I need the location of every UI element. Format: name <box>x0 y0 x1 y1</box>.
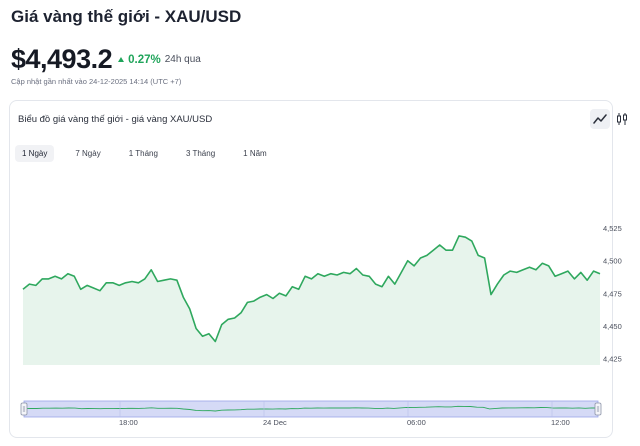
change-period: 24h qua <box>164 54 201 65</box>
navigator-left-handle[interactable] <box>20 402 28 416</box>
arrow-up-icon <box>118 57 125 62</box>
price-area <box>23 235 600 365</box>
navigator-selection[interactable] <box>23 400 599 418</box>
tab-3-months[interactable]: 3 Tháng <box>185 149 216 158</box>
chart-title: Biểu đồ giá vàng thế giới - giá vàng XAU… <box>18 114 213 125</box>
range-navigator[interactable]: 18:00 24 Dec 06:00 12:00 <box>20 400 602 427</box>
navigator-right-handle[interactable] <box>594 402 602 416</box>
navigator-x-tick-label: 12:00 <box>551 418 570 427</box>
candlestick-icon <box>617 113 627 125</box>
candlestick-chart-button[interactable] <box>612 109 632 129</box>
page-title: Giá vàng thế giới - XAU/USD <box>11 7 242 26</box>
y-tick-label: 4,475 <box>603 289 622 298</box>
navigator-x-tick-label: 24 Dec <box>263 418 287 427</box>
y-tick-label: 4,525 <box>603 224 622 233</box>
y-axis: 4,525 4,500 4,475 4,450 4,425 <box>603 224 622 364</box>
main-plot-area[interactable] <box>22 235 601 365</box>
line-chart-icon <box>593 114 607 124</box>
current-price: $4,493.2 <box>11 44 113 74</box>
navigator-x-tick-label: 18:00 <box>119 418 138 427</box>
last-updated: Cập nhật gần nhất vào 24-12-2025 14:14 (… <box>11 77 182 86</box>
tab-1-day[interactable]: 1 Ngày <box>15 145 55 162</box>
y-tick-label: 4,425 <box>603 355 622 364</box>
y-tick-label: 4,450 <box>603 322 622 331</box>
line-chart-button[interactable] <box>590 109 610 129</box>
tab-1-year[interactable]: 1 Năm <box>243 149 267 158</box>
y-tick-label: 4,500 <box>603 257 622 266</box>
change-percent: 0.27% <box>128 53 161 66</box>
tab-7-days[interactable]: 7 Ngày <box>75 149 101 158</box>
navigator-x-tick-label: 06:00 <box>407 418 426 427</box>
price-change: 0.27% 24h qua <box>118 54 201 66</box>
price-row: $4,493.2 0.27% 24h qua <box>11 44 201 75</box>
time-range-tabs: 1 Ngày 7 Ngày 1 Tháng 3 Tháng 1 Năm <box>15 145 288 162</box>
price-line <box>22 235 601 343</box>
chart-card: Biểu đồ giá vàng thế giới - giá vàng XAU… <box>9 100 627 438</box>
tab-1-month[interactable]: 1 Tháng <box>128 149 158 158</box>
